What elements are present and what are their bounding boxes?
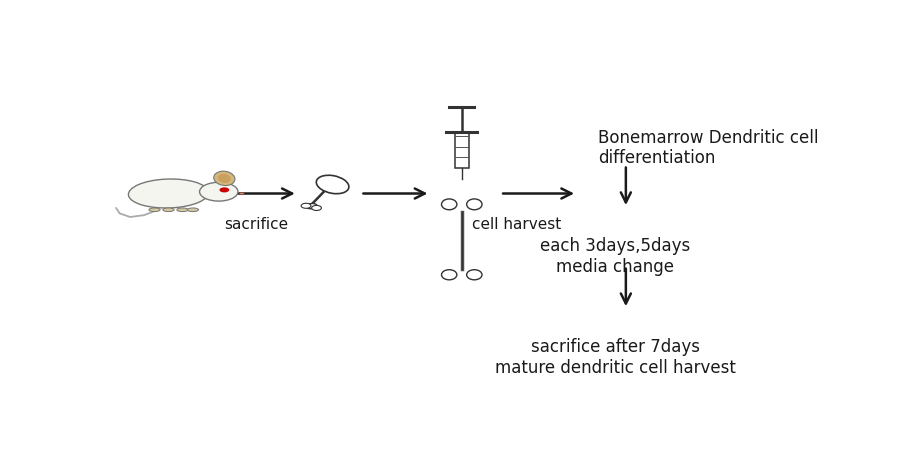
Ellipse shape [177, 208, 188, 212]
Ellipse shape [199, 182, 238, 201]
Text: each 3days,5days
media change: each 3days,5days media change [541, 237, 690, 276]
Ellipse shape [467, 199, 482, 210]
Circle shape [220, 188, 229, 192]
Text: sacrifice after 7days
mature dendritic cell harvest: sacrifice after 7days mature dendritic c… [495, 338, 736, 377]
Ellipse shape [467, 270, 482, 280]
Ellipse shape [149, 208, 160, 212]
FancyBboxPatch shape [455, 132, 469, 168]
Ellipse shape [441, 270, 457, 280]
Text: Bonemarrow Dendritic cell
differentiation: Bonemarrow Dendritic cell differentiatio… [598, 129, 818, 167]
Ellipse shape [163, 208, 174, 212]
Ellipse shape [214, 171, 235, 186]
Ellipse shape [187, 208, 198, 212]
Ellipse shape [240, 193, 244, 195]
Ellipse shape [441, 199, 457, 210]
Ellipse shape [306, 204, 317, 209]
Text: sacrifice: sacrifice [223, 217, 287, 232]
Circle shape [301, 203, 311, 208]
Circle shape [312, 205, 322, 211]
Ellipse shape [129, 179, 208, 208]
Ellipse shape [218, 174, 231, 183]
Text: cell harvest: cell harvest [472, 217, 561, 232]
Ellipse shape [316, 175, 349, 194]
